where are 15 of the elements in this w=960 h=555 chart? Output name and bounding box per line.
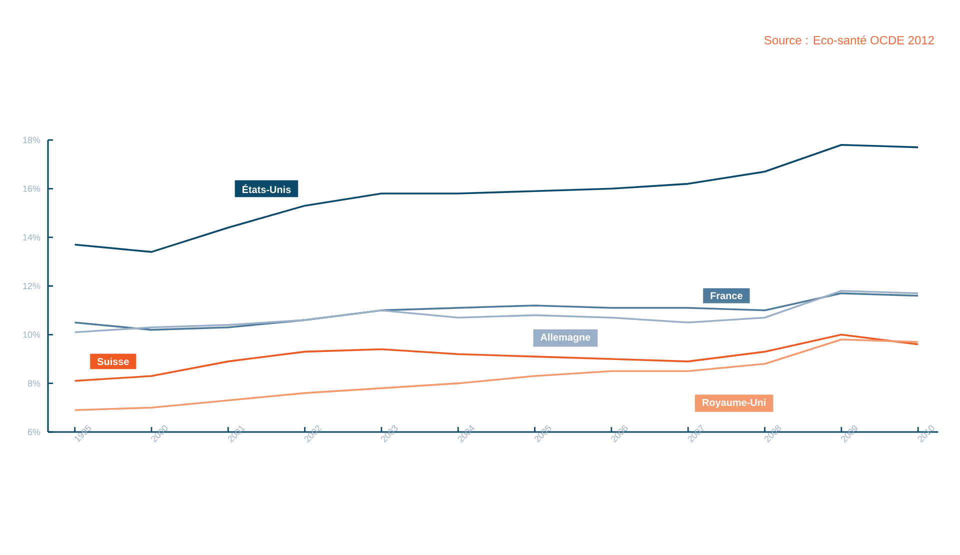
- y-tick-label: 6%: [28, 428, 40, 436]
- line-series: [74, 144, 919, 253]
- series-label: France: [710, 292, 742, 300]
- y-tick-label: 12%: [23, 282, 40, 290]
- y-tick-label: 14%: [23, 234, 40, 240]
- series-label: Allemagne: [540, 333, 590, 343]
- y-tick-label: 18%: [23, 136, 40, 144]
- y-tick-label: 16%: [23, 185, 40, 192]
- source-note: Source : Eco-santé OCDE 2012: [764, 36, 934, 44]
- series-label: Suisse: [97, 358, 129, 366]
- y-tick-label: 8%: [28, 380, 40, 387]
- line-series: [74, 334, 919, 382]
- series-label: États-Unis: [242, 184, 291, 194]
- text: Royaume-Uni: [702, 398, 766, 408]
- y-tick-label: 10%: [23, 331, 40, 338]
